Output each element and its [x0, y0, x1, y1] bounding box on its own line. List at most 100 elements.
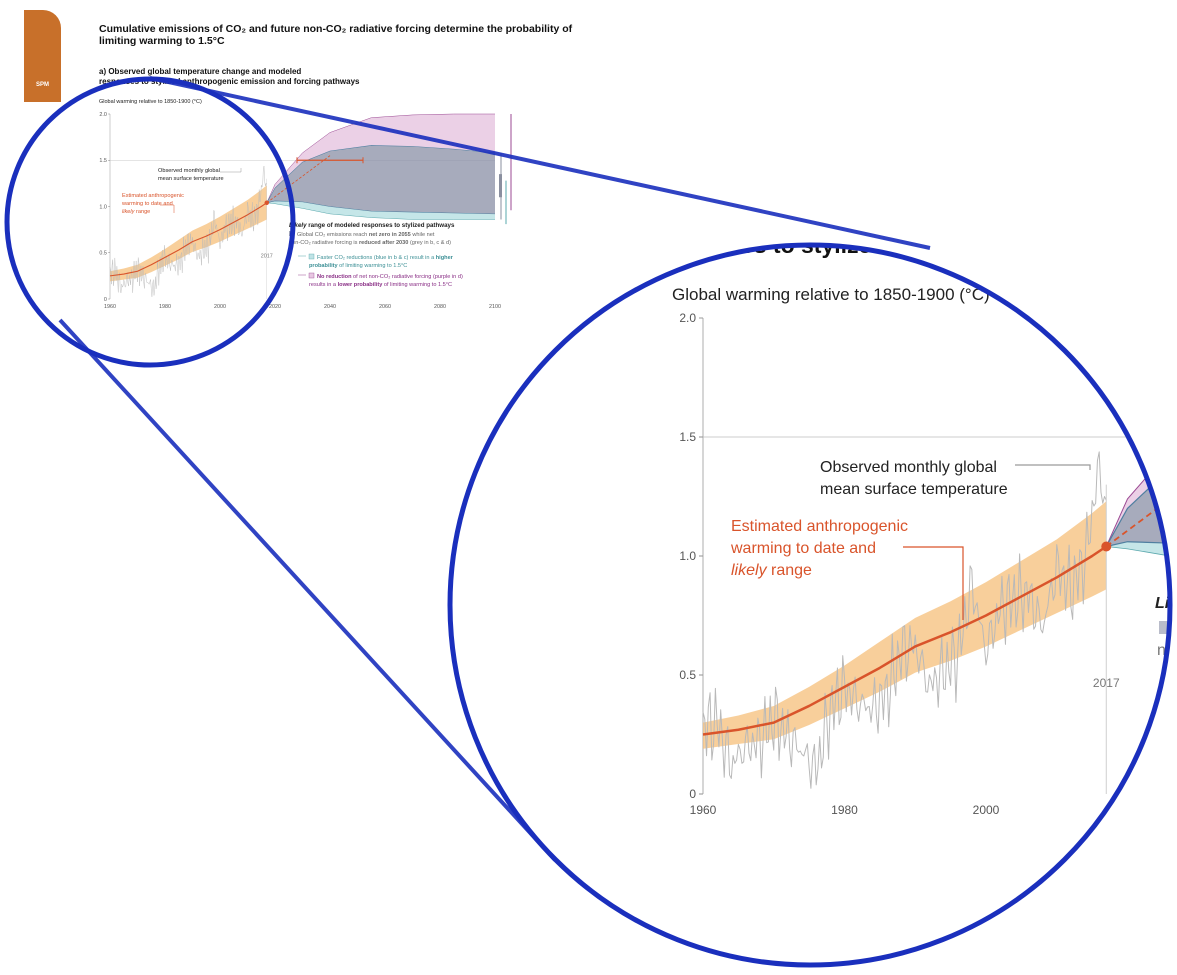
zoom-ytick-label: 0.5 [679, 668, 696, 682]
small-purple-pathway-band [266, 114, 495, 203]
zoom-xtick-label: 1960 [690, 803, 717, 817]
small-blue-legend-2a: probability [309, 263, 338, 269]
magnifier-connector-bottom [58, 318, 557, 862]
zoom-ytick-label: 1.5 [679, 430, 696, 444]
small-anthro-leader [160, 204, 175, 213]
zoom-observed-label-1: Observed monthly global [820, 459, 997, 476]
zoom-grey-pathway-upper-edge [1105, 441, 1168, 547]
small-xtick-label: 1960 [104, 304, 116, 310]
zoom-legend-fragment: n [1157, 642, 1166, 659]
zoom-ylabel: Global warming relative to 1850-1900 (°C… [672, 285, 990, 304]
small-purple-legend-1b: of net non-CO₂ radiative forcing (purple… [352, 274, 463, 280]
zoom-anthro-label-rest: range [767, 562, 812, 579]
small-grey-legend-2a: non-CO₂ radiative forcing is [289, 240, 359, 246]
zoom-likely-fragment: Li [1155, 595, 1170, 612]
small-anthro-label-1: Estimated anthropogenic [122, 193, 184, 199]
small-anthropogenic-point [264, 200, 269, 206]
small-grey-legend-1b: net zero in 2055 [369, 232, 411, 238]
small-purple-legend-swatch [308, 272, 315, 279]
small-likely-title-italic: Likely [289, 222, 307, 229]
zoom-observed-label-2: mean surface temperature [820, 481, 1008, 498]
zoom-background [452, 247, 1168, 963]
small-ytick-label: 0 [104, 297, 107, 303]
small-anthro-label-2: warming to date and [121, 201, 173, 207]
small-blue-legend-swatch [308, 253, 315, 260]
zoom-blue-pathway-band [1106, 541, 1168, 561]
small-xtick-label: 2060 [379, 304, 391, 310]
zoom-ytick-label: 0 [689, 787, 696, 801]
small-likely-title: Likely range of modeled responses to sty… [289, 222, 455, 229]
small-purple-legend-line-1: No reduction of net non-CO₂ radiative fo… [317, 274, 463, 280]
zoom-anthro-label-3: likely range [731, 562, 812, 579]
zoom-anthro-label-1: Estimated anthropogenic [731, 518, 908, 535]
spm-badge: SPM [35, 82, 49, 88]
small-blue-pathway-edge [266, 202, 495, 220]
overview-chart: 0 0.5 1.0 1.5 2.0 1960 1980 2000 2020 2040 2060 208… [99, 112, 512, 310]
small-grey-legend-1a: Global CO₂ emissions reach [297, 232, 369, 238]
zoom-anthropogenic-point [1101, 541, 1112, 552]
small-magnifier-circle [4, 76, 296, 368]
spm-tab: SPM [24, 10, 61, 102]
small-xtick-label: 2000 [214, 304, 226, 310]
zoom-header-fragment: ponses to stylized a [686, 232, 905, 258]
zoom-purple-pathway-edge [1105, 417, 1168, 547]
small-xtick-label: 2080 [434, 304, 446, 310]
small-anthropogenic-series-line [109, 202, 268, 277]
small-xtick-label: 2020 [269, 304, 281, 310]
small-likely-range-band [110, 185, 267, 282]
zoom-observed-leader [1015, 464, 1091, 470]
small-purple-legend-2a: results in a [309, 282, 338, 288]
small-observed-leader [220, 168, 242, 173]
small-purple-pathway-edge [266, 113, 495, 203]
small-grey-pathway-upper-edge [266, 145, 496, 203]
small-anthro-label-rest: range [134, 209, 150, 215]
small-observed-label-1: Observed monthly global [158, 168, 220, 174]
zoom-xtick-label: 2000 [973, 803, 1000, 817]
small-grey-legend-2c: (grey in b, c & d) [408, 240, 451, 246]
small-anthro-label-italic: likely [122, 209, 136, 215]
zoom-xtick-label: 2020 [1114, 803, 1141, 817]
zoom-observed-series-line [702, 451, 1107, 789]
small-grey-pathway-lower-edge [266, 200, 496, 215]
zoom-anthro-label-italic: likely [731, 562, 768, 579]
small-blue-legend-1a: Faster CO₂ reductions (blue in b & c) re… [317, 255, 436, 261]
zoom-magnifier-circle [447, 242, 1173, 968]
small-grey-pathway-band [266, 145, 495, 214]
zoom-2017-label: 2017 [1093, 676, 1120, 690]
small-purple-legend-1a: No reduction [317, 274, 352, 280]
small-purple-legend-2c: of limiting warming to 1.5°C [382, 282, 452, 288]
small-observed-label-2: mean surface temperature [158, 176, 224, 182]
small-xtick-label: 2040 [324, 304, 336, 310]
zoom-xtick-label: 1980 [831, 803, 858, 817]
small-anthro-label-3: likely range [122, 209, 150, 215]
small-blue-legend-2b: of limiting warming to 1.5°C [338, 263, 408, 269]
zoom-anthro-leader [903, 546, 964, 620]
magnifier-circles [4, 76, 1173, 968]
small-chart-ylabel: Global warming relative to 1850-1900 (°C… [99, 99, 202, 105]
zoom-dashed-projection-line [1105, 424, 1168, 548]
subtitle-line-1: a) Observed global temperature change an… [99, 67, 302, 76]
small-grey-legend-line-2: non-CO₂ radiative forcing is reduced aft… [289, 240, 451, 246]
small-grey-legend-1c: while net [411, 232, 435, 238]
small-grey-legend-line-1: Global CO₂ emissions reach net zero in 2… [297, 232, 435, 238]
small-2017-label: 2017 [261, 253, 273, 259]
zoom-ytick-label: 1.0 [679, 549, 696, 563]
small-blue-legend-line-2: probability of limiting warming to 1.5°C [309, 263, 407, 269]
zoom-likely-range-band [703, 501, 1107, 749]
small-xtick-label: 2100 [489, 304, 501, 310]
zoom-anthro-label-2: warming to date and [730, 540, 876, 557]
zoom-grey-legend-swatch [1159, 621, 1168, 634]
magnifier-connector-top [149, 76, 931, 250]
figure-title: Cumulative emissions of CO₂ and future n… [99, 23, 573, 47]
small-xtick-label: 1980 [159, 304, 171, 310]
small-blue-legend-1b: higher [436, 255, 454, 261]
small-blue-legend-line-1: Faster CO₂ reductions (blue in b & c) re… [317, 255, 454, 261]
small-ytick-label: 1.5 [99, 158, 107, 164]
small-ytick-label: 1.0 [99, 204, 107, 210]
small-grey-bar-marker [499, 174, 502, 198]
small-grey-legend-2b: reduced after 2030 [359, 240, 408, 246]
small-ytick-label: 2.0 [99, 112, 107, 118]
small-likely-title-rest: range of modeled responses to stylized p… [307, 222, 455, 229]
